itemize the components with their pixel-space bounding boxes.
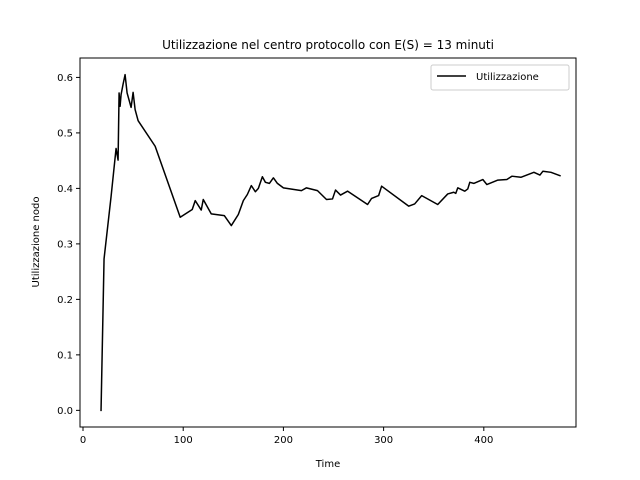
x-tick-label: 300 (374, 435, 393, 446)
y-axis: 0.0 0.1 0.2 0.3 0.4 0.5 0.6 (57, 73, 80, 417)
y-tick-label: 0.3 (57, 239, 73, 250)
y-tick-label: 0.2 (57, 295, 73, 306)
y-tick-label: 0.4 (57, 184, 73, 195)
legend-box (430, 64, 570, 91)
x-tick-label: 200 (274, 435, 293, 446)
chart-title: Utilizzazione nel centro protocollo con … (162, 38, 494, 52)
series-layer (100, 73, 561, 412)
legend: Utilizzazione (430, 64, 570, 91)
y-tick-label: 0.0 (57, 406, 73, 417)
y-tick-label: 0.5 (57, 128, 73, 139)
y-tick-label: 0.1 (57, 350, 73, 361)
x-tick-label: 100 (174, 435, 193, 446)
legend-entry-label: Utilizzazione (476, 72, 539, 83)
series-line-utilizzazione (100, 73, 561, 412)
x-tick-label: 0 (80, 435, 86, 446)
y-axis-label: Utilizzazione nodo (31, 197, 42, 288)
x-axis: 0 100 200 300 400 (80, 427, 493, 446)
x-axis-label: Time (315, 459, 340, 470)
plot-area (79, 57, 577, 428)
x-tick-label: 400 (474, 435, 493, 446)
y-tick-label: 0.6 (57, 73, 73, 84)
